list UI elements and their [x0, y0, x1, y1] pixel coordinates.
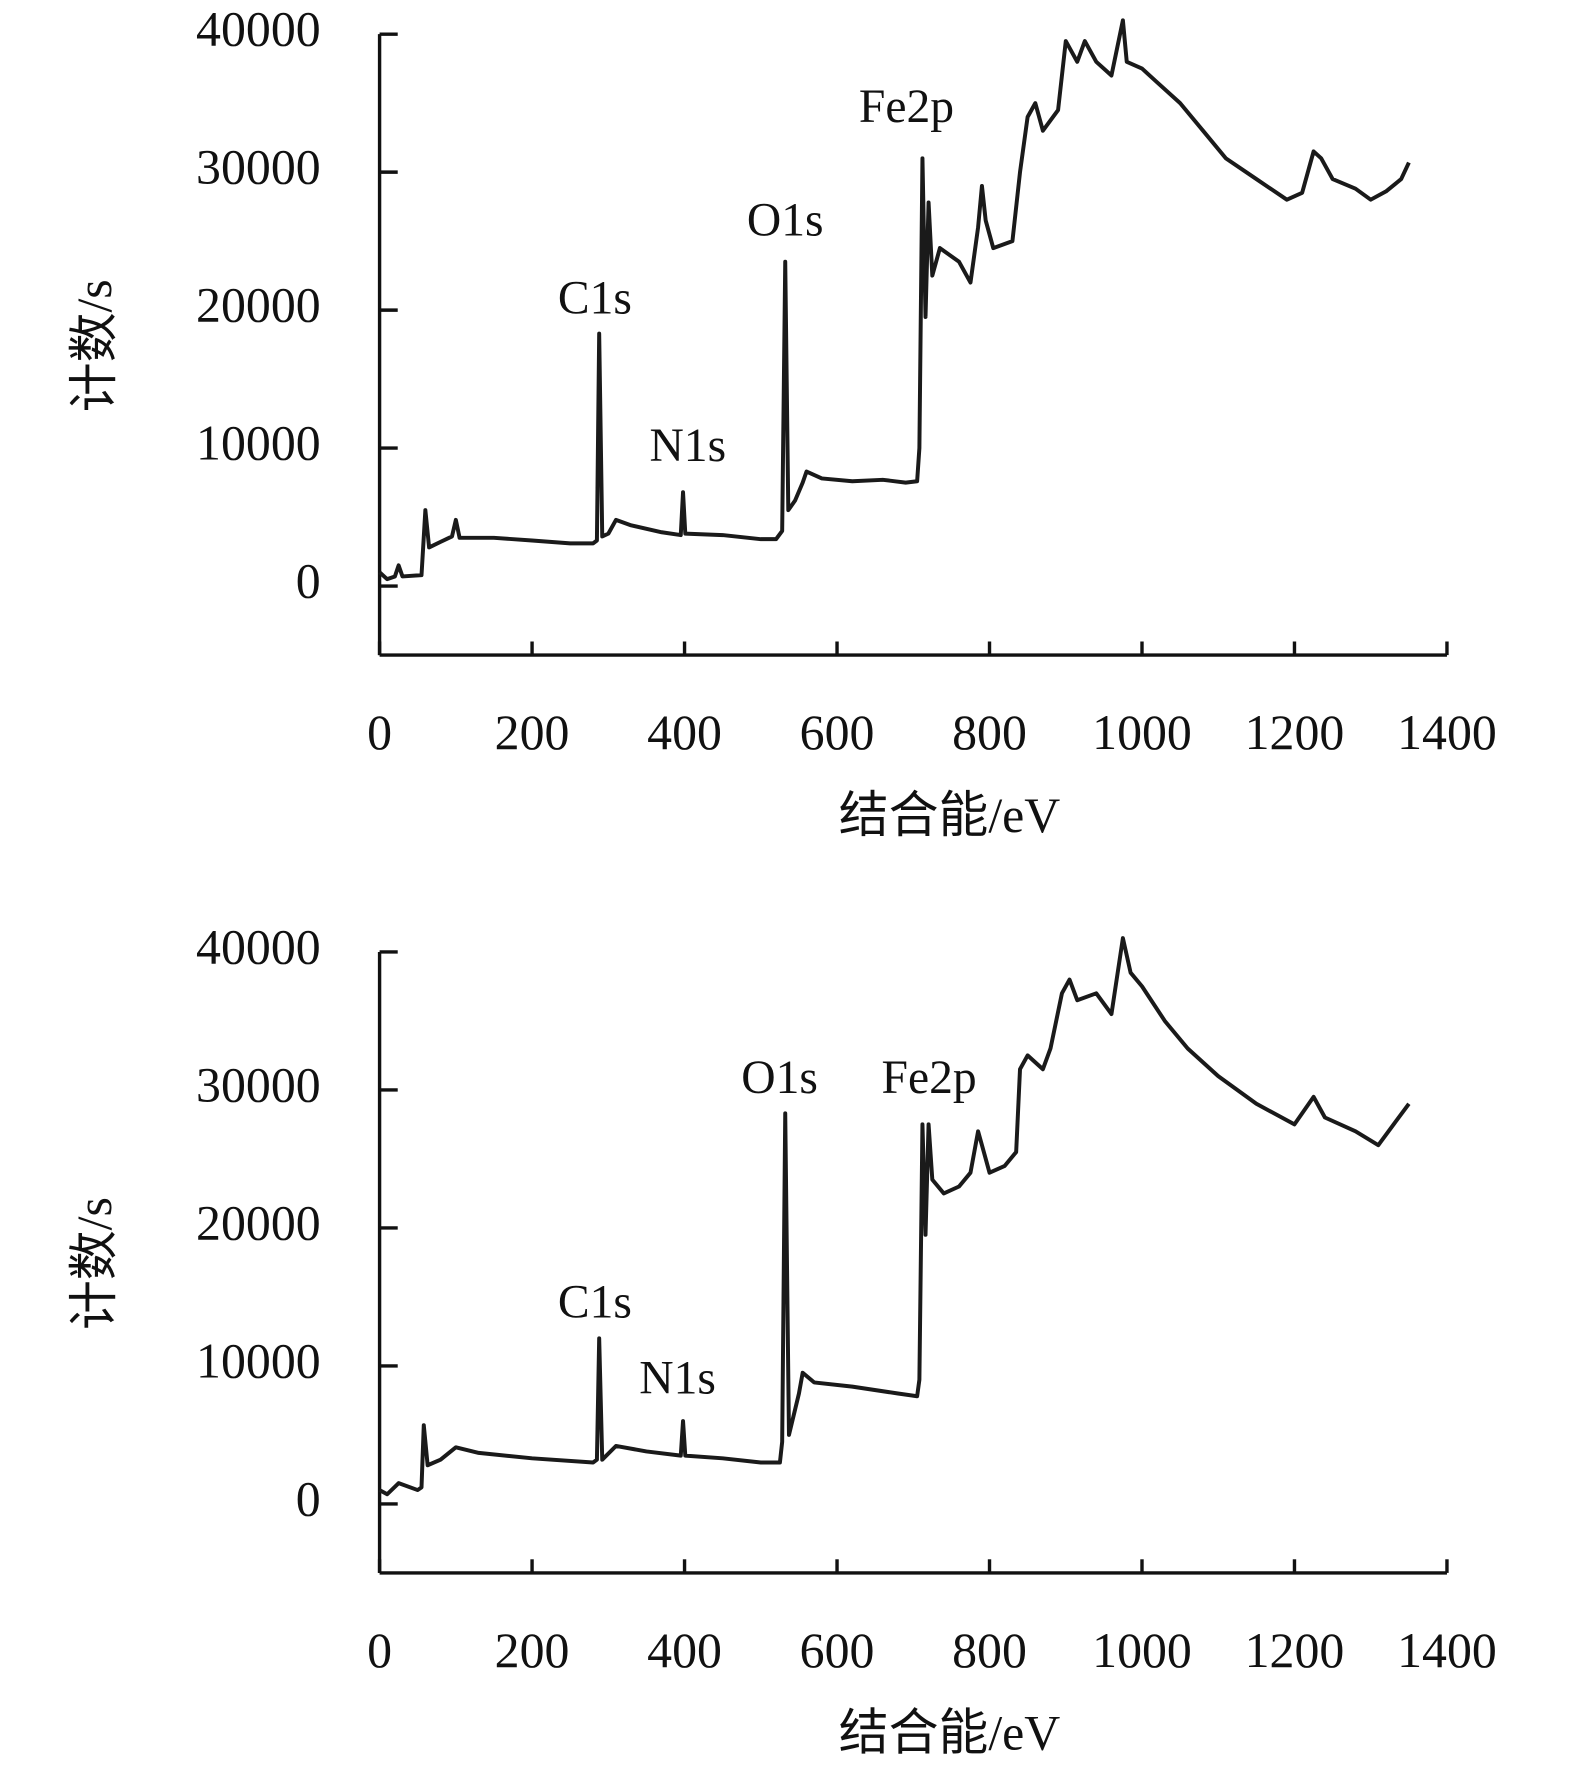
- x-tick-label: 1000: [1092, 705, 1192, 760]
- x-tick-label: 1200: [1245, 705, 1345, 760]
- x-tick-label: 600: [800, 1623, 875, 1678]
- peak-label: C1s: [558, 1277, 632, 1329]
- y-tick-label: 40000: [196, 919, 321, 974]
- y-tick-label: 20000: [196, 1195, 321, 1250]
- x-axis-title: 结合能/eV: [839, 788, 1061, 843]
- x-tick-label: 1400: [1397, 705, 1497, 760]
- x-tick-label: 200: [495, 705, 570, 760]
- y-tick-label: 30000: [196, 1057, 321, 1112]
- x-tick-label: 800: [952, 1623, 1027, 1678]
- y-tick-label: 0: [296, 1471, 321, 1526]
- peak-label: O1s: [747, 194, 824, 246]
- x-tick-label: 400: [647, 705, 722, 760]
- y-axis-title: 计数/s: [67, 279, 122, 412]
- x-tick-label: 400: [647, 1623, 722, 1678]
- x-tick-label: 800: [952, 705, 1027, 760]
- x-tick-label: 1000: [1092, 1623, 1192, 1678]
- peak-label: Fe2p: [859, 81, 954, 133]
- peak-label: N1s: [639, 1352, 716, 1404]
- y-tick-label: 0: [296, 554, 321, 609]
- x-tick-label: 0: [367, 1623, 392, 1678]
- y-tick-label: 30000: [196, 140, 321, 195]
- peak-label: Fe2p: [882, 1052, 977, 1104]
- peak-label: C1s: [558, 273, 632, 325]
- spectrum-line: [378, 18, 1411, 582]
- peak-label: O1s: [741, 1052, 818, 1104]
- y-tick-label: 10000: [196, 416, 321, 471]
- x-tick-label: 1400: [1397, 1623, 1497, 1678]
- y-tick-label: 40000: [196, 2, 321, 57]
- x-tick-label: 1200: [1245, 1623, 1345, 1678]
- y-axis-title: 计数/s: [67, 1197, 122, 1330]
- x-tick-label: 600: [800, 705, 875, 760]
- x-tick-label: 200: [495, 1623, 570, 1678]
- y-tick-label: 20000: [196, 278, 321, 333]
- peak-label: N1s: [649, 420, 726, 472]
- spectrum-line: [378, 936, 1411, 1497]
- x-axis-title: 结合能/eV: [839, 1706, 1061, 1761]
- y-tick-label: 10000: [196, 1333, 321, 1388]
- x-tick-label: 0: [367, 705, 392, 760]
